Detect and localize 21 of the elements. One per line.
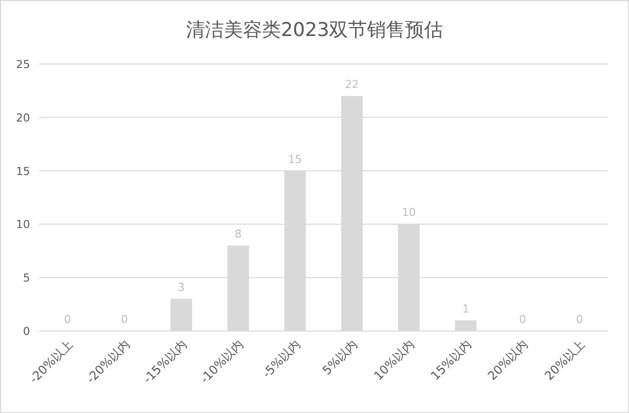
bar [170,298,192,331]
data-label: 0 [576,313,584,326]
data-label: 22 [344,78,359,92]
data-label: 1 [462,302,470,316]
data-label: 3 [178,280,185,294]
y-tick-label: 25 [16,58,30,71]
data-label: 15 [288,152,302,166]
data-label: 0 [519,313,526,326]
y-tick-label: 0 [23,325,30,338]
data-label: 8 [234,228,242,241]
data-label: 10 [402,206,416,220]
bar [454,320,477,331]
y-tick-label: 10 [16,218,30,232]
y-tick-label: 5 [23,272,30,285]
data-label: 0 [120,313,128,326]
y-tick-label: 15 [16,164,30,178]
y-tick-label: 20 [16,111,30,124]
x-tick-label: 5%以内 [320,337,360,378]
data-label: 0 [64,313,71,326]
chart-title: 清洁美容类2023双节销售预估 [186,19,444,41]
x-tick-label: -5%以内 [260,337,304,381]
